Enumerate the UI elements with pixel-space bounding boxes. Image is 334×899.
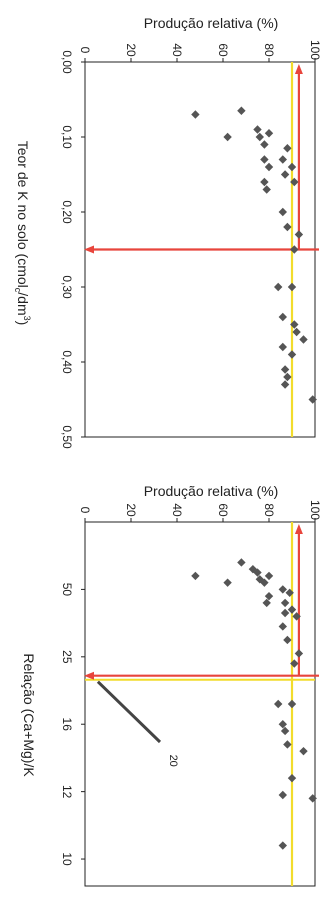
data-point <box>255 132 264 142</box>
data-point <box>278 312 287 322</box>
y-tick-label: 0 <box>78 507 92 514</box>
data-point <box>287 605 297 614</box>
data-point <box>223 578 232 587</box>
data-point <box>264 162 274 172</box>
x-tick-label: 12 <box>60 785 74 799</box>
data-point <box>283 635 292 645</box>
red-arrowhead <box>294 524 303 534</box>
data-point <box>274 699 283 709</box>
data-point <box>260 155 269 164</box>
x-tick-label: 0,20 <box>60 200 74 224</box>
data-point <box>308 794 317 803</box>
data-point <box>290 320 299 329</box>
data-point <box>290 177 299 187</box>
data-point <box>294 230 304 239</box>
red-arrowhead <box>84 245 94 254</box>
y-tick-label: 60 <box>216 43 230 57</box>
data-point <box>253 125 262 134</box>
y-tick-label: 20 <box>124 43 138 57</box>
data-point <box>292 612 301 621</box>
data-point <box>283 372 292 382</box>
data-point <box>278 841 287 850</box>
annotation-arrow <box>96 680 162 744</box>
data-point <box>264 129 274 138</box>
plot-frame <box>84 521 316 887</box>
x-tick-label: 0,50 <box>60 425 74 449</box>
data-point <box>223 132 232 142</box>
data-point <box>278 720 287 729</box>
y-tick-label: 20 <box>124 503 138 517</box>
x-axis-title: Teor de K no solo (cmolc/dm3) <box>13 141 32 326</box>
x-axis-title-sub: c <box>13 288 23 293</box>
data-point <box>294 649 304 658</box>
x-tick-label: 0,10 <box>60 125 74 149</box>
data-point <box>264 571 274 581</box>
data-point <box>280 608 290 618</box>
x-tick-label: 25 <box>60 650 74 664</box>
y-axis-title: Produção relativa (%) <box>144 483 279 499</box>
data-point <box>280 170 290 179</box>
data-point <box>274 282 283 292</box>
data-point <box>278 790 287 800</box>
data-point <box>308 395 317 404</box>
data-point <box>278 342 287 352</box>
chart-ratio: 0 20 40 60 80 100 50 25 16 12 10 20 Produção relat… <box>21 483 322 887</box>
data-point <box>299 746 308 756</box>
x-tick-label: 10 <box>60 852 74 866</box>
data-point <box>191 110 200 119</box>
data-point <box>292 327 301 337</box>
y-tick-label: 80 <box>262 43 276 57</box>
x-axis-title: Relação (Ca+Mg)/K <box>21 653 37 777</box>
data-point <box>278 155 287 164</box>
data-point <box>264 591 274 601</box>
x-tick-label: 0,30 <box>60 275 74 299</box>
data-point <box>260 140 269 149</box>
x-tick-label: 50 <box>60 583 74 597</box>
data-point <box>253 568 262 577</box>
data-point <box>280 365 290 374</box>
data-point <box>278 585 287 594</box>
chart-k-content: 0 20 40 60 80 100 0,00 0,10 0,20 0,30 0,40 0,50 Pro… <box>13 15 322 449</box>
data-point <box>283 222 292 232</box>
x-axis-title-main: Teor de K no solo (cmol <box>15 141 31 288</box>
x-tick-label: 0,00 <box>60 50 74 74</box>
data-point <box>260 177 269 187</box>
y-tick-label: 100 <box>308 40 322 60</box>
y-tick-label: 40 <box>170 503 184 517</box>
annotation-label: 20 <box>167 755 179 767</box>
data-point <box>280 598 290 608</box>
data-point <box>280 380 290 389</box>
x-tick-label: 16 <box>60 718 74 732</box>
data-point <box>287 773 297 783</box>
x-axis-title-exp: 3 <box>22 316 32 321</box>
y-tick-label: 100 <box>308 500 322 520</box>
y-axis-title: Produção relativa (%) <box>144 15 279 31</box>
data-point <box>287 699 297 709</box>
data-point <box>283 740 292 749</box>
y-tick-label: 80 <box>262 503 276 517</box>
data-point <box>237 106 246 115</box>
red-arrowhead <box>294 64 303 74</box>
data-point <box>278 622 287 631</box>
red-arrowhead <box>84 671 94 680</box>
data-point <box>287 282 297 292</box>
data-point <box>280 726 290 736</box>
data-point <box>191 571 200 581</box>
data-point <box>262 185 271 194</box>
data-point <box>262 598 271 608</box>
y-tick-label: 60 <box>216 503 230 517</box>
x-axis-title-close: ) <box>15 321 31 326</box>
data-point <box>287 162 297 172</box>
x-axis-title-rest: /dm <box>15 292 31 315</box>
data-point <box>290 245 299 254</box>
data-point <box>287 350 297 359</box>
x-tick-label: 0,40 <box>60 350 74 374</box>
data-point <box>299 335 308 344</box>
data-point <box>278 207 287 217</box>
data-point <box>237 558 246 567</box>
y-tick-label: 40 <box>170 43 184 57</box>
y-tick-label: 0 <box>78 47 92 54</box>
data-point <box>283 144 292 153</box>
